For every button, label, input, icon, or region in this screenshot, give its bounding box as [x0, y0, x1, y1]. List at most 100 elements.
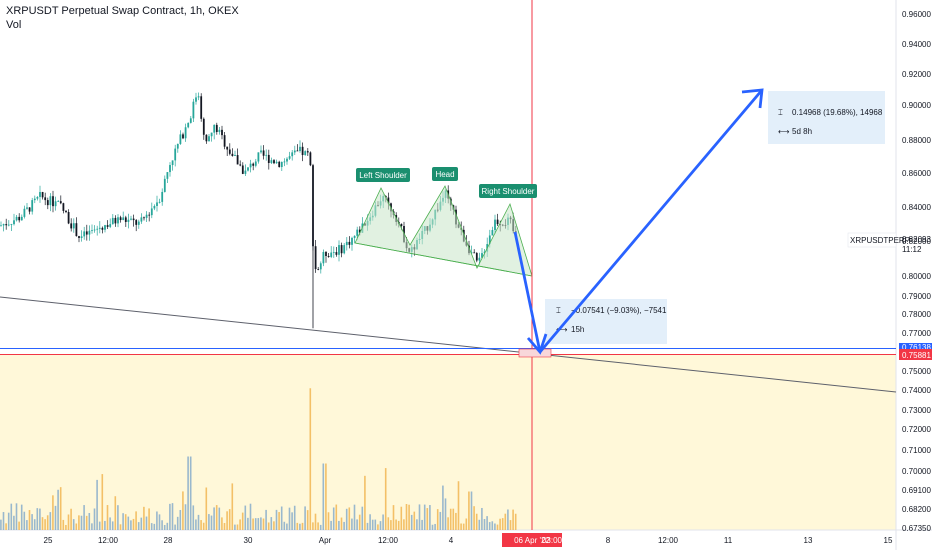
volume-bar — [473, 506, 475, 530]
target-box[interactable] — [518, 348, 552, 358]
volume-bar — [369, 514, 371, 530]
volume-bar — [150, 523, 153, 530]
candle-body — [301, 146, 304, 156]
candle-body — [265, 154, 268, 156]
measure-down-line1: −0.07541 (−9.03%), −7541 — [571, 306, 667, 315]
candle-body — [215, 124, 218, 132]
neckline[interactable] — [354, 242, 533, 277]
candle-body — [2, 224, 5, 226]
candle-body — [145, 214, 148, 218]
volume-bar — [174, 524, 176, 530]
volume-bar — [33, 519, 36, 530]
volume-bar — [46, 515, 49, 530]
candle-body — [494, 219, 496, 231]
candle-body — [488, 235, 491, 245]
price-tick-label: 0.82000 — [902, 237, 931, 246]
time-tick-label: Apr — [319, 536, 332, 545]
volume-bar — [475, 513, 478, 530]
svg-text:Left Shoulder: Left Shoulder — [359, 171, 407, 180]
candle-body — [18, 216, 21, 221]
volume-bar — [169, 503, 171, 530]
candle-body — [7, 224, 10, 226]
volume-bar — [504, 513, 507, 530]
candle-body — [117, 217, 119, 224]
highlighted-time-label: 06 Apr '22 — [502, 533, 562, 547]
up-arrow[interactable] — [538, 88, 764, 353]
volume-bar — [384, 468, 387, 530]
volume-bar — [301, 522, 304, 530]
price-axis[interactable]: 0.96000 0.94000 0.92000 0.90000 0.88000 0.860… — [902, 10, 931, 533]
volume-layer — [0, 388, 517, 530]
measure-up-box[interactable] — [768, 91, 885, 144]
volume-bar — [205, 487, 208, 530]
volume-bar — [106, 505, 109, 530]
candle-body — [387, 197, 390, 204]
volume-bar — [426, 508, 429, 530]
candle-body — [267, 154, 270, 164]
volume-bar — [442, 485, 444, 530]
volume-bar — [457, 481, 460, 530]
volume-bar — [62, 519, 65, 530]
time-tick-label: 12:00 — [378, 536, 399, 545]
candle-body — [275, 161, 278, 164]
candle-body — [338, 245, 340, 255]
trendline[interactable] — [0, 296, 897, 393]
volume-bar — [210, 515, 213, 530]
volume-bar — [374, 519, 377, 530]
candle-body — [85, 231, 88, 235]
volume-bar — [286, 523, 288, 530]
volume-bar — [390, 520, 392, 530]
price-tick-label: 0.90000 — [902, 101, 931, 110]
candle-body — [491, 230, 494, 236]
candle-body — [171, 160, 174, 166]
candle-body — [33, 198, 36, 201]
price-tick-label: 0.68200 — [902, 505, 931, 514]
candle-body — [5, 224, 8, 226]
candle-body — [473, 252, 476, 254]
candle-body — [130, 218, 132, 220]
volume-bar — [377, 524, 379, 530]
candle-body — [291, 152, 294, 157]
price-tick-label: 0.78000 — [902, 310, 931, 319]
volume-bar — [275, 509, 278, 530]
right-shoulder-badge[interactable]: Right Shoulder — [479, 184, 537, 198]
volume-bar — [44, 519, 46, 530]
volume-bar — [364, 475, 366, 530]
candle-body — [49, 196, 52, 206]
volume-bar — [0, 519, 2, 530]
volume-bar — [49, 512, 52, 530]
volume-bar — [41, 517, 44, 530]
candle-body — [293, 150, 296, 153]
price-tick-label: 0.94000 — [902, 40, 931, 49]
volume-bar — [455, 512, 457, 530]
volume-bar — [189, 456, 192, 530]
volume-bar — [270, 517, 273, 530]
candle-body — [65, 210, 67, 213]
left-shoulder-badge[interactable]: Left Shoulder — [356, 168, 410, 182]
volume-bar — [371, 519, 374, 530]
volume-bar — [423, 504, 426, 530]
down-arrow[interactable] — [513, 231, 548, 355]
volume-bar — [236, 524, 239, 530]
candle-body — [46, 200, 49, 206]
volume-bar — [296, 522, 299, 530]
time-tick-label: 8 — [606, 536, 611, 545]
volume-bar — [153, 523, 156, 530]
candle-body — [234, 155, 236, 157]
volume-bar — [304, 506, 306, 530]
head-badge[interactable]: Head — [432, 167, 458, 181]
candle-body — [59, 201, 62, 204]
candle-body — [137, 221, 140, 225]
volume-bar — [319, 524, 322, 530]
candle-body — [340, 245, 343, 254]
volume-bar — [13, 515, 15, 530]
volume-bar — [59, 487, 62, 530]
volume-bar — [288, 507, 291, 530]
candle-body — [119, 217, 122, 221]
volume-bar — [392, 505, 395, 530]
volume-bar — [366, 522, 369, 530]
head-shoulders-pattern[interactable] — [354, 185, 533, 277]
svg-text:11:12: 11:12 — [902, 245, 922, 254]
